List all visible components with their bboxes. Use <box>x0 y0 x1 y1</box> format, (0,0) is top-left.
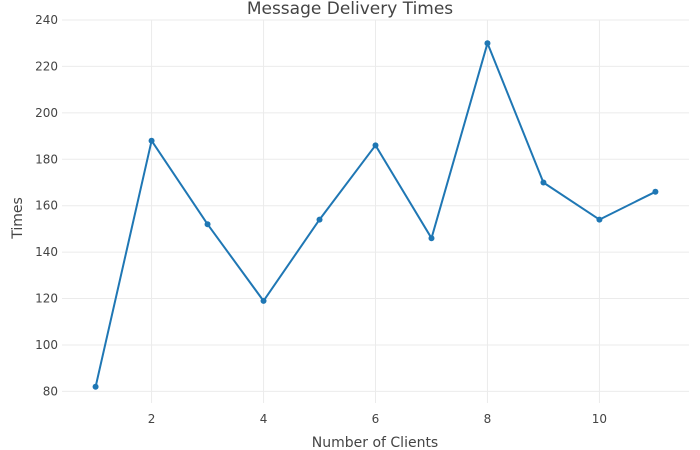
y-tick-labels: 80 100 120 140 160 180 200 220 240 <box>35 13 58 398</box>
y-gridlines <box>62 19 689 392</box>
data-point <box>484 40 491 47</box>
x-gridlines <box>151 20 600 403</box>
x-tick-label: 10 <box>592 412 607 426</box>
x-tick-label: 8 <box>484 412 492 426</box>
x-tick-label: 2 <box>148 412 156 426</box>
y-tick-label: 140 <box>35 245 58 259</box>
x-tick-labels: 2 4 6 8 10 <box>148 412 607 426</box>
data-point <box>204 221 211 228</box>
y-axis-title: Times <box>10 197 26 240</box>
y-tick-label: 220 <box>35 59 58 73</box>
data-point <box>652 188 659 195</box>
data-point <box>260 297 267 304</box>
x-tick-label: 4 <box>260 412 268 426</box>
series-layer <box>92 40 659 390</box>
y-tick-label: 160 <box>35 199 58 213</box>
y-tick-label: 200 <box>35 106 58 120</box>
chart-title: Message Delivery Times <box>247 0 453 19</box>
data-point <box>148 137 155 144</box>
data-point <box>92 383 99 390</box>
y-tick-label: 240 <box>35 13 58 27</box>
data-point <box>372 142 379 149</box>
y-tick-label: 120 <box>35 292 58 306</box>
y-tick-label: 100 <box>35 338 58 352</box>
data-point <box>540 179 547 186</box>
data-point <box>428 235 435 242</box>
y-tick-label: 80 <box>43 384 58 398</box>
data-point <box>316 216 323 223</box>
x-axis-title: Number of Clients <box>312 435 438 450</box>
data-point <box>596 216 603 223</box>
x-tick-label: 6 <box>372 412 380 426</box>
y-tick-label: 180 <box>35 152 58 166</box>
